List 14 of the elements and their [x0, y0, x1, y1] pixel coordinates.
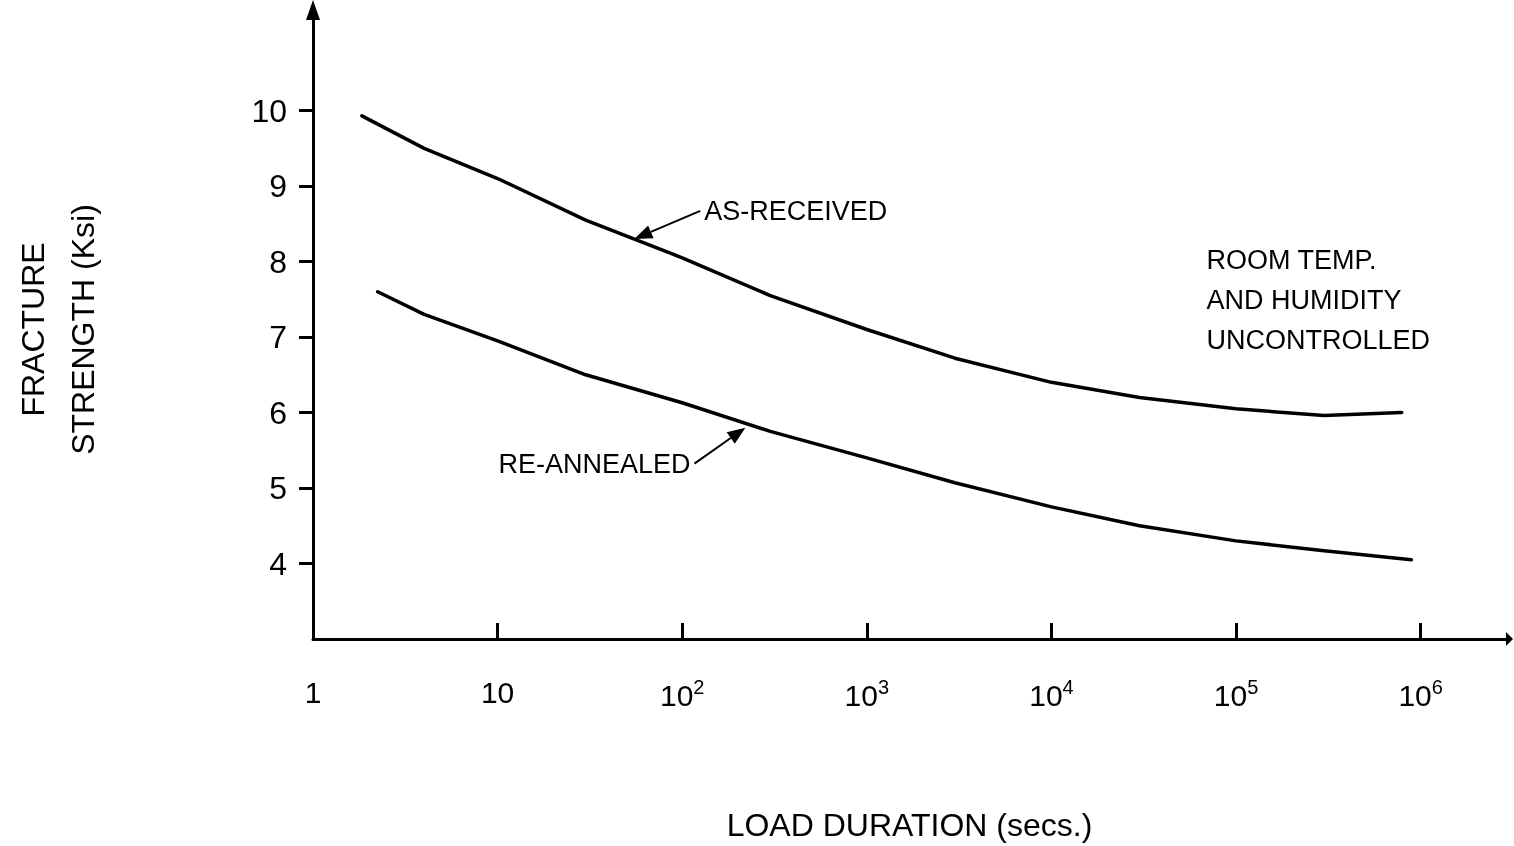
y-tick-label: 10: [251, 92, 287, 129]
y-tick-label: 8: [269, 243, 287, 280]
y-axis-title: FRACTURE STRENGTH (Ksi): [15, 204, 101, 455]
annotation: ROOM TEMP. AND HUMIDITY UNCONTROLLED: [1206, 245, 1430, 355]
y-tick-label: 6: [269, 394, 287, 431]
y-tick-label: 7: [269, 319, 287, 356]
annotation: AS-RECEIVED: [704, 195, 888, 226]
y-tick-label: 4: [269, 545, 287, 582]
y-tick-label: 5: [269, 470, 287, 507]
x-axis-title: LOAD DURATION (secs.): [726, 807, 1093, 843]
y-tick-label: 9: [269, 168, 287, 205]
annotation: RE-ANNEALED: [498, 448, 691, 479]
x-tick-label: 1: [304, 675, 322, 709]
x-tick-label: 10: [480, 675, 515, 709]
